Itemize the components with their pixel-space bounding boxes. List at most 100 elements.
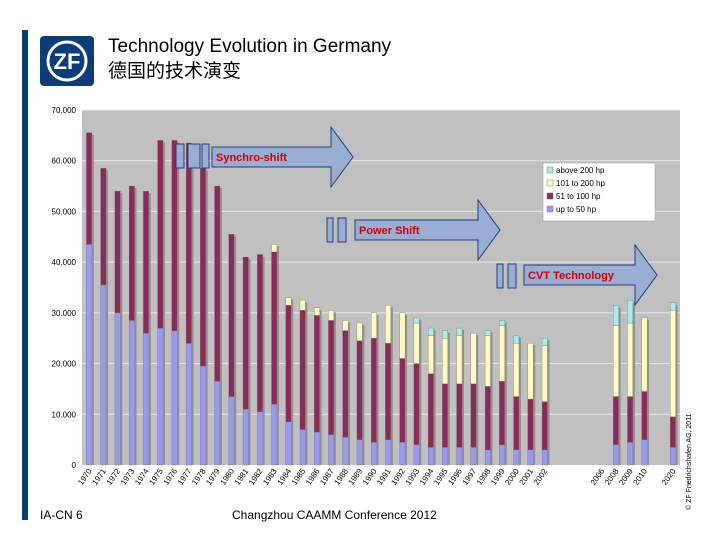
y-tick-label: 10.000: [52, 410, 77, 419]
bar-segment: [627, 396, 634, 443]
bar-segment: [285, 421, 292, 466]
bar-segment: [171, 140, 178, 331]
bar-segment: [185, 142, 192, 344]
legend-label: up to 50 hp: [556, 205, 597, 214]
bar-segment: [456, 327, 463, 336]
page-subtitle: 德国的技术演变: [108, 61, 242, 82]
bar-shadow: [120, 193, 123, 465]
bar-shadow: [518, 337, 521, 465]
bar-segment: [627, 322, 634, 397]
bar-segment: [627, 442, 634, 466]
bar-shadow: [419, 319, 422, 465]
bar-segment: [413, 444, 420, 466]
bar-segment: [484, 449, 491, 466]
bar-segment: [242, 409, 249, 466]
bar-segment: [314, 315, 320, 433]
bar-segment: [527, 398, 534, 450]
legend-label: above 200 hp: [556, 166, 605, 175]
bar-shadow: [547, 340, 550, 465]
bar-segment: [100, 284, 107, 466]
footer-conference: Changzhou CAAMM Conference 2012: [232, 508, 437, 522]
x-tick-label: 1992: [389, 467, 407, 487]
x-tick-label: 1975: [147, 467, 165, 487]
bar-segment: [100, 168, 107, 286]
bar-segment: [285, 297, 292, 306]
y-tick-label: 60.000: [52, 157, 77, 166]
technology-arrow: [354, 198, 501, 262]
bar-segment: [385, 439, 391, 466]
bar-segment: [314, 431, 320, 466]
legend-swatch: [546, 205, 554, 213]
bar-segment: [200, 365, 206, 466]
bar-segment: [299, 429, 306, 466]
bar-segment: [356, 340, 363, 440]
bar-shadow: [348, 322, 351, 465]
x-tick-label: 1977: [176, 467, 194, 487]
bar-segment: [470, 383, 477, 448]
bar-segment: [342, 330, 349, 438]
bar-segment: [513, 343, 520, 397]
x-tick-label: 1978: [190, 467, 208, 487]
bar-segment: [499, 381, 505, 445]
x-tick-label: 1990: [361, 467, 379, 487]
bar-segment: [613, 444, 619, 466]
x-tick-label: 1986: [304, 467, 322, 487]
bar-segment: [427, 447, 434, 466]
bar-segment: [527, 343, 534, 400]
bar-segment: [442, 383, 448, 448]
bar-segment: [413, 322, 420, 364]
arrow-tail-block: [201, 143, 210, 169]
x-tick-label: 1996: [446, 467, 464, 487]
bar-segment: [200, 168, 206, 367]
bar-segment: [157, 327, 164, 466]
bar-segment: [470, 447, 477, 466]
bar-segment: [299, 300, 306, 311]
bar-segment: [541, 449, 548, 466]
bar-shadow: [675, 304, 678, 465]
arrow-label: CVT Technology: [528, 270, 615, 282]
bar-shadow: [205, 170, 208, 466]
bar-segment: [143, 332, 149, 466]
bar-segment: [371, 312, 377, 339]
bar-segment: [185, 343, 192, 466]
legend-swatch: [546, 166, 554, 174]
y-tick-label: 70.000: [52, 106, 77, 115]
arrow-tail-block: [337, 217, 347, 243]
y-tick-label: 30.000: [52, 309, 77, 318]
bar-shadow: [291, 299, 294, 465]
x-tick-label: 1973: [119, 467, 137, 487]
bar-segment: [670, 310, 676, 417]
arrow-tail-block: [496, 263, 504, 289]
bar-segment: [342, 436, 349, 466]
bar-segment: [371, 442, 377, 466]
bar-segment: [442, 447, 448, 466]
svg-text:ZF: ZF: [54, 49, 81, 74]
bar-segment: [456, 447, 463, 466]
technology-arrow: [211, 125, 354, 189]
bar-segment: [413, 363, 420, 445]
bar-shadow: [447, 332, 450, 465]
bar-segment: [670, 447, 676, 466]
x-tick-label: 1997: [461, 467, 479, 487]
x-tick-label: 1979: [204, 467, 222, 487]
bar-segment: [128, 185, 135, 321]
bar-shadow: [333, 312, 336, 465]
x-tick-label: 2002: [532, 467, 550, 487]
bar-shadow: [476, 335, 479, 465]
x-tick-label: 1999: [489, 467, 507, 487]
bar-shadow: [405, 314, 408, 465]
bar-segment: [86, 132, 92, 245]
bar-shadow: [490, 332, 493, 465]
bar-shadow: [163, 142, 166, 465]
bar-segment: [114, 190, 121, 314]
bar-segment: [456, 383, 463, 448]
x-tick-label: 1984: [276, 467, 294, 487]
plot-area: [82, 110, 680, 465]
bar-segment: [413, 317, 420, 324]
bar-segment: [385, 305, 391, 344]
page-title: Technology Evolution in Germany: [108, 36, 392, 57]
arrow-tail-block: [187, 143, 201, 169]
x-tick-label: 1974: [133, 467, 151, 487]
bar-segment: [271, 251, 278, 405]
x-tick-label: 1971: [90, 467, 108, 487]
